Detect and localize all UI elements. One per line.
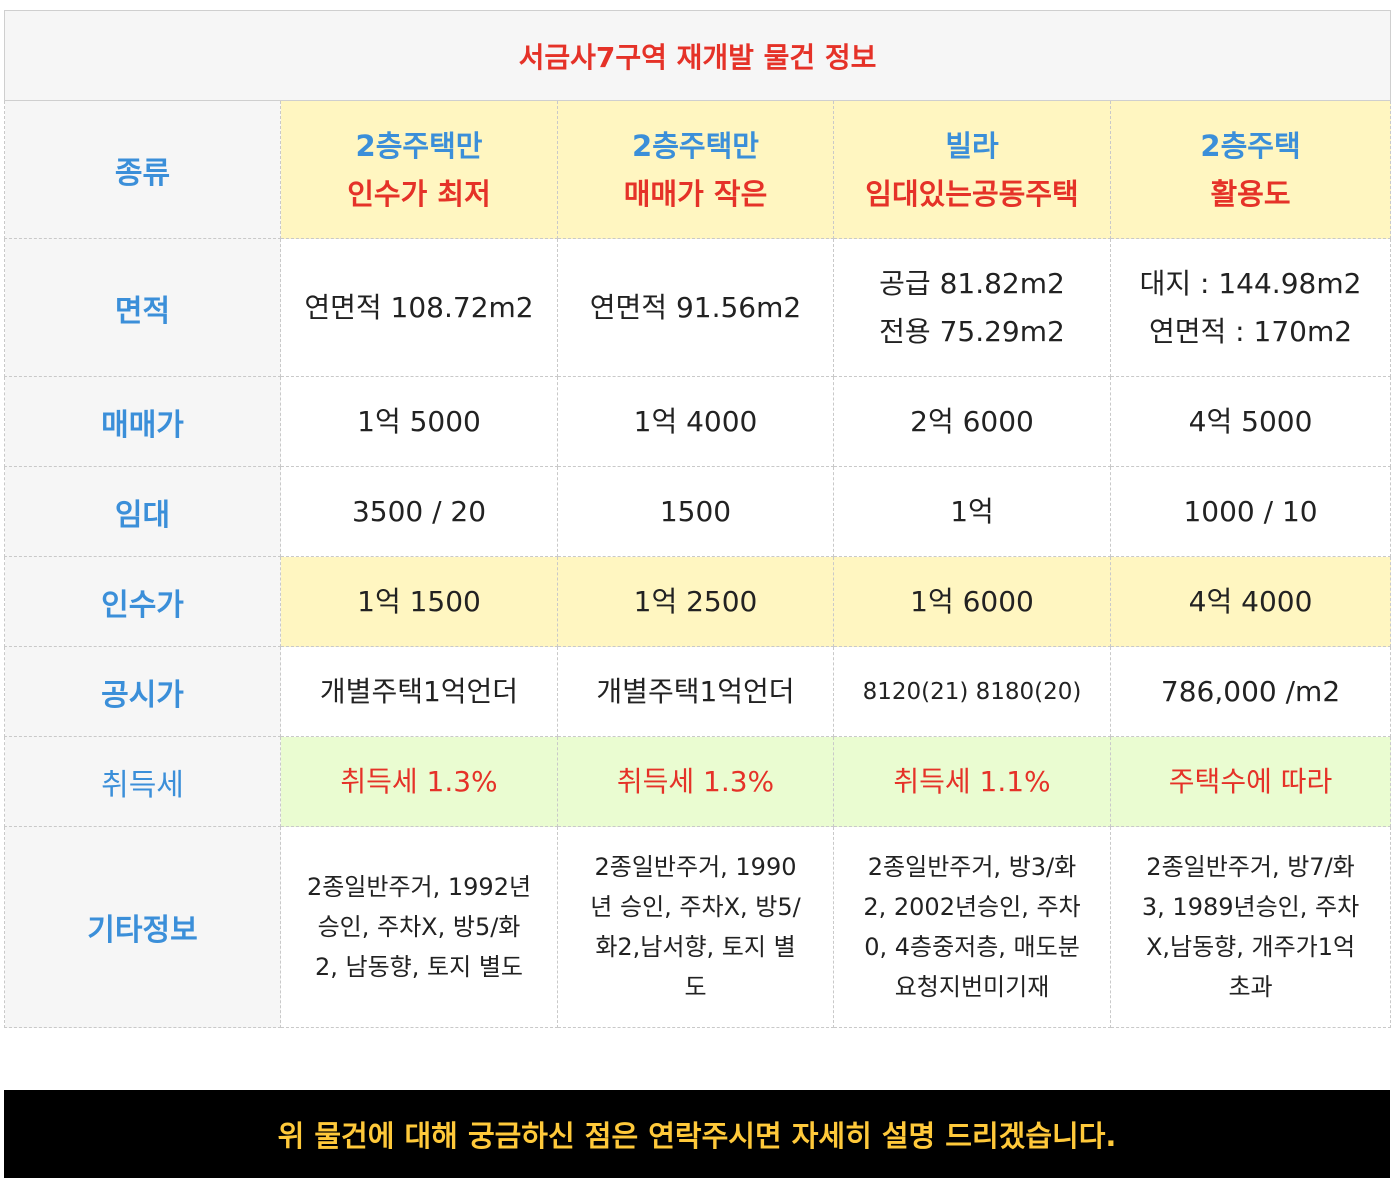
table-row-kind: 종류 2층주택만 인수가 최저 2층주택만 매매가 작은 빌라 임대있는공동주택… [4, 100, 1392, 239]
table-row-official-price: 공시가 개별주택1억언더 개별주택1억언더 8120(21) 8180(20) … [4, 646, 1392, 737]
price-cell: 2억 6000 [833, 376, 1111, 467]
etc-line: 승인, 주차X, 방5/화 [317, 913, 521, 941]
etc-cell: 2종일반주거, 방7/화 3, 1989년승인, 주차 X,남동향, 개주가1억… [1109, 826, 1392, 1028]
area-cell: 연면적 91.56m2 [557, 238, 834, 377]
etc-line: 2종일반주거, 방3/화 [867, 853, 1077, 881]
etc-line: 초과 [1228, 973, 1273, 1001]
rent-cell: 1000 / 10 [1109, 466, 1392, 557]
row-label-kind: 종류 [4, 100, 281, 239]
official-price-cell: 786,000 /m2 [1109, 646, 1392, 737]
area-line: 전용 75.29m2 [879, 314, 1065, 348]
area-line: 연면적 : 170m2 [1149, 314, 1353, 348]
official-price-cell: 개별주택1억언더 [280, 646, 558, 737]
etc-line: 화2,남서향, 토지 별 [595, 933, 796, 961]
kind-cell: 2층주택 활용도 [1109, 100, 1392, 239]
contact-banner: 위 물건에 대해 궁금하신 점은 연락주시면 자세히 설명 드리겠습니다. [4, 1090, 1390, 1178]
area-line: 대지 : 144.98m2 [1139, 266, 1362, 300]
price-cell: 1억 4000 [557, 376, 834, 467]
etc-cell: 2종일반주거, 1990 년 승인, 주차X, 방5/ 화2,남서향, 토지 별… [557, 826, 834, 1028]
table-title: 서금사7구역 재개발 물건 정보 [3, 10, 1392, 101]
kind-cell: 2층주택만 인수가 최저 [280, 100, 558, 239]
row-label-price: 매매가 [4, 376, 281, 467]
etc-line: 2, 남동향, 토지 별도 [315, 953, 523, 981]
row-label-acquisition: 인수가 [4, 556, 281, 647]
etc-line: 2종일반주거, 방7/화 [1146, 853, 1355, 881]
table-row-acquisition: 인수가 1억 1500 1억 2500 1억 6000 4억 4000 [4, 556, 1392, 647]
kind-cell: 빌라 임대있는공동주택 [833, 100, 1111, 239]
acquisition-cell: 1억 1500 [280, 556, 558, 647]
official-price-cell: 8120(21) 8180(20) [833, 646, 1111, 737]
kind-note: 임대있는공동주택 [865, 176, 1079, 211]
table-row-area: 면적 연면적 108.72m2 연면적 91.56m2 공급 81.82m2 전… [4, 238, 1392, 377]
row-label-official-price: 공시가 [4, 646, 281, 737]
row-label-area: 면적 [4, 238, 281, 377]
area-cell: 대지 : 144.98m2 연면적 : 170m2 [1109, 238, 1392, 377]
acquisition-cell: 1억 6000 [833, 556, 1111, 647]
rent-cell: 3500 / 20 [280, 466, 558, 557]
row-label-rent: 임대 [4, 466, 281, 557]
table-row-tax: 취득세 취득세 1.3% 취득세 1.3% 취득세 1.1% 주택수에 따라 [4, 736, 1392, 827]
tax-cell: 취득세 1.3% [557, 736, 834, 827]
kind-type: 2층주택만 [355, 128, 483, 163]
tax-cell: 주택수에 따라 [1109, 736, 1392, 827]
area-cell: 공급 81.82m2 전용 75.29m2 [833, 238, 1111, 377]
area-cell: 연면적 108.72m2 [280, 238, 558, 377]
rent-cell: 1억 [833, 466, 1111, 557]
area-line: 연면적 91.56m2 [589, 290, 802, 324]
row-label-tax: 취득세 [4, 736, 281, 827]
kind-note: 매매가 작은 [623, 176, 768, 211]
etc-line: 년 승인, 주차X, 방5/ [590, 893, 801, 921]
acquisition-cell: 1억 2500 [557, 556, 834, 647]
etc-line: X,남동향, 개주가1억 [1145, 933, 1356, 961]
acquisition-cell: 4억 4000 [1109, 556, 1392, 647]
etc-line: 0, 4층중저층, 매도분 [864, 933, 1080, 961]
etc-line: 2, 2002년승인, 주차 [863, 893, 1081, 921]
etc-cell: 2종일반주거, 방3/화 2, 2002년승인, 주차 0, 4층중저층, 매도… [833, 826, 1111, 1028]
area-line: 공급 81.82m2 [879, 266, 1065, 300]
etc-line: 요청지번미기재 [894, 973, 1050, 1001]
kind-cell: 2층주택만 매매가 작은 [557, 100, 834, 239]
area-line: 연면적 108.72m2 [304, 290, 534, 324]
property-info-table: 서금사7구역 재개발 물건 정보 종류 2층주택만 인수가 최저 2층주택만 매… [3, 10, 1392, 1028]
table-row-etc: 기타정보 2종일반주거, 1992년 승인, 주차X, 방5/화 2, 남동향,… [4, 826, 1392, 1028]
tax-cell: 취득세 1.1% [833, 736, 1111, 827]
etc-line: 2종일반주거, 1990 [594, 853, 797, 881]
price-cell: 1억 5000 [280, 376, 558, 467]
property-info-table-container: 서금사7구역 재개발 물건 정보 종류 2층주택만 인수가 최저 2층주택만 매… [3, 10, 1392, 1028]
row-label-etc: 기타정보 [4, 826, 281, 1028]
kind-type: 빌라 [945, 128, 999, 163]
etc-line: 2종일반주거, 1992년 [306, 873, 532, 901]
price-cell: 4억 5000 [1109, 376, 1392, 467]
rent-cell: 1500 [557, 466, 834, 557]
kind-note: 활용도 [1210, 176, 1291, 211]
tax-cell: 취득세 1.3% [280, 736, 558, 827]
table-row-rent: 임대 3500 / 20 1500 1억 1000 / 10 [4, 466, 1392, 557]
etc-cell: 2종일반주거, 1992년 승인, 주차X, 방5/화 2, 남동향, 토지 별… [280, 826, 558, 1028]
official-price-cell: 개별주택1억언더 [557, 646, 834, 737]
kind-note: 인수가 최저 [347, 176, 491, 211]
etc-line: 도 [684, 973, 707, 1001]
kind-type: 2층주택만 [632, 128, 759, 163]
etc-line: 3, 1989년승인, 주차 [1141, 893, 1360, 921]
table-row-price: 매매가 1억 5000 1억 4000 2억 6000 4억 5000 [4, 376, 1392, 467]
kind-type: 2층주택 [1200, 128, 1301, 163]
